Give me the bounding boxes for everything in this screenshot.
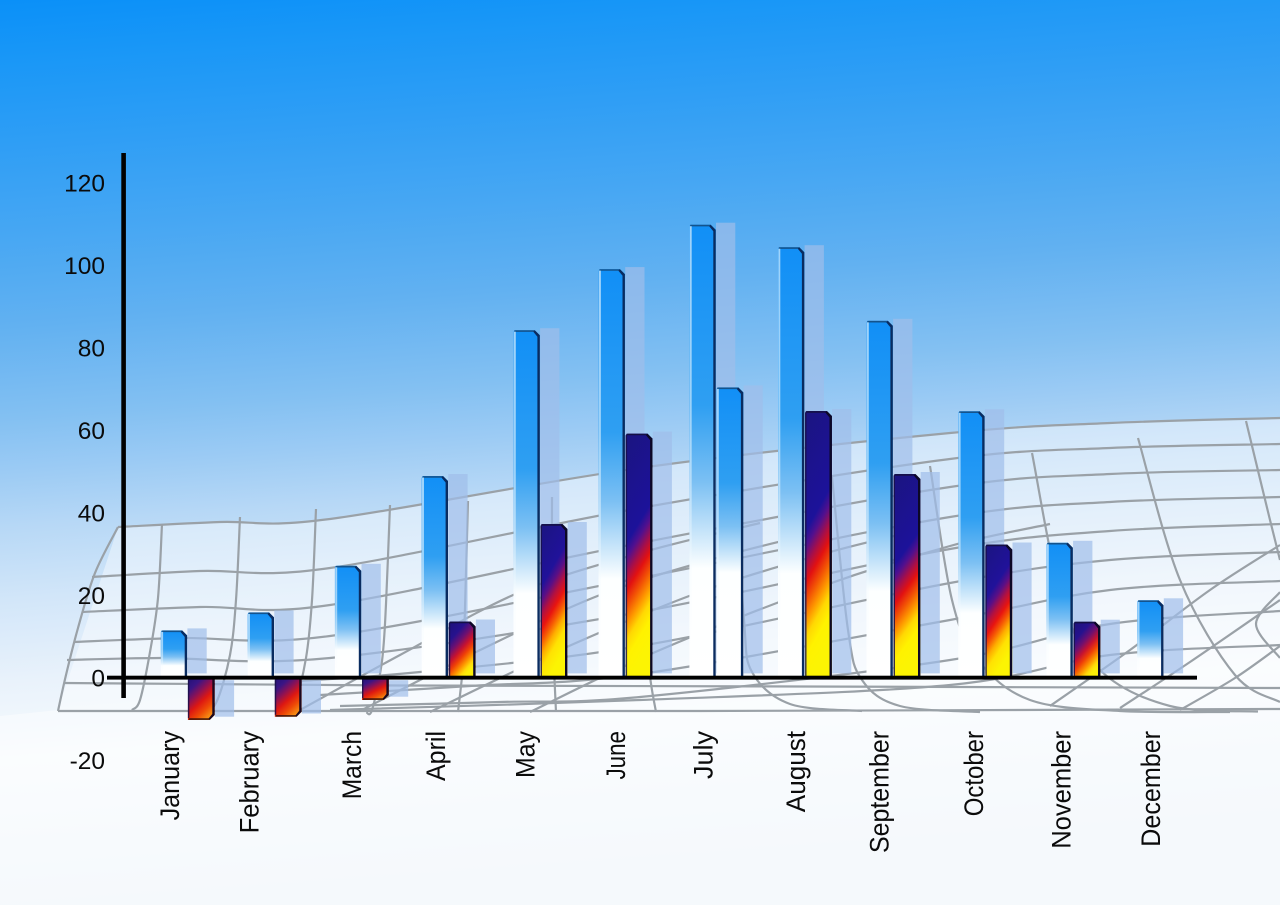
svg-text:40: 40 — [78, 501, 105, 528]
svg-text:November: November — [1047, 731, 1077, 849]
svg-text:January: January — [155, 731, 185, 821]
svg-text:July: July — [689, 731, 719, 779]
svg-text:0: 0 — [91, 666, 105, 693]
svg-text:August: August — [781, 731, 811, 813]
svg-text:June: June — [601, 731, 631, 780]
svg-text:December: December — [1136, 731, 1166, 847]
svg-text:100: 100 — [64, 253, 105, 280]
svg-text:-20: -20 — [70, 748, 105, 775]
svg-text:April: April — [421, 731, 451, 781]
svg-text:February: February — [235, 731, 265, 834]
svg-text:October: October — [959, 731, 989, 816]
svg-text:120: 120 — [64, 171, 105, 198]
svg-text:80: 80 — [78, 336, 105, 363]
svg-text:September: September — [865, 731, 895, 853]
svg-text:20: 20 — [78, 583, 105, 610]
svg-text:May: May — [511, 731, 541, 778]
svg-text:March: March — [337, 731, 367, 799]
svg-text:60: 60 — [78, 418, 105, 445]
